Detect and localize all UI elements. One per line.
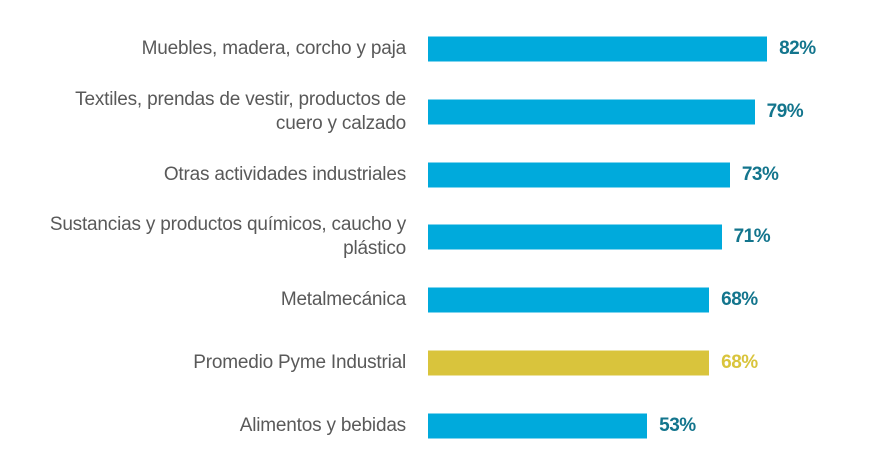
value-label: 68% [721, 289, 758, 310]
category-label: Metalmecánica [280, 289, 406, 310]
bar [428, 99, 755, 125]
value-label: 82% [779, 38, 816, 59]
value-label: 71% [733, 226, 771, 247]
category-label: Otras actividades industriales [163, 164, 406, 185]
category-label: Muebles, madera, corcho y paja [141, 38, 407, 59]
value-label: 53% [659, 415, 696, 436]
category-label: Promedio Pyme Industrial [193, 352, 406, 373]
category-label: Sustancias y productos químicos, caucho … [49, 214, 406, 259]
value-label: 68% [721, 352, 758, 373]
bar [428, 36, 768, 62]
bar [428, 162, 730, 188]
bar-average [428, 350, 710, 376]
bar [428, 287, 710, 313]
value-label: 79% [766, 101, 804, 122]
value-label: 73% [741, 164, 779, 185]
bar [428, 224, 722, 250]
bar [428, 413, 648, 439]
category-label: Alimentos y bebidas [239, 415, 406, 436]
category-label: Textiles, prendas de vestir, productos d… [75, 89, 406, 134]
